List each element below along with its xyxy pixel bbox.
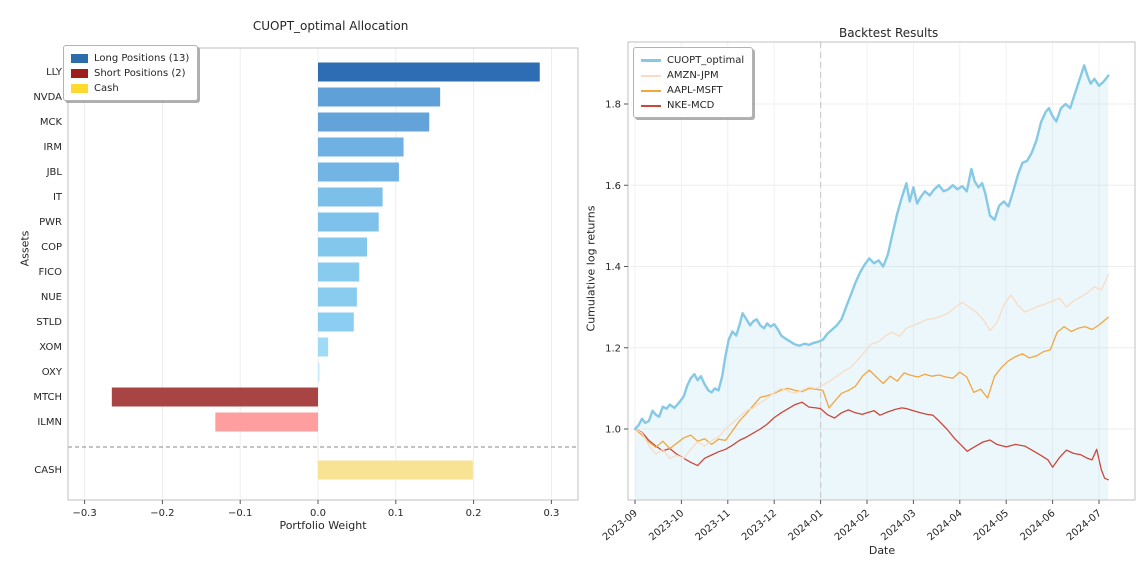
legend-swatch-icon (71, 84, 88, 93)
series-line-nke-mcd (634, 401, 1109, 481)
bar-nue (318, 287, 357, 307)
backtest-ytick-label: 1.6 (605, 181, 621, 192)
allocation-xtick-label: 0.2 (466, 508, 482, 519)
ytick-label-irm: IRM (43, 142, 62, 153)
bar-cop (318, 237, 368, 257)
ytick-label-nue: NUE (41, 292, 62, 303)
ytick-label-cop: COP (41, 242, 62, 253)
backtest-plot-bg (628, 42, 1135, 500)
backtest-xtick-label: 2023-12 (740, 508, 779, 543)
backtest-ytick-label: 1.2 (605, 343, 621, 354)
ytick-label-mtch: MTCH (33, 392, 62, 403)
allocation-xtick-label: 0.3 (543, 508, 559, 519)
legend-item-label: Short Positions (2) (94, 68, 186, 79)
backtest-xtick-label: 2024-07 (1065, 508, 1104, 543)
ytick-label-fico: FICO (38, 267, 62, 278)
legend-item-label: CUOPT_optimal (667, 55, 745, 66)
ytick-label-stld: STLD (36, 317, 62, 328)
backtest-xtick-label: 2023-11 (694, 508, 733, 543)
backtest-xtick-label: 2024-01 (786, 508, 825, 543)
series-line-amzn-jpm (634, 273, 1109, 459)
ytick-label-ilmn: ILMN (37, 417, 62, 428)
legend-item: Long Positions (13) (71, 51, 189, 66)
bar-it (318, 187, 383, 207)
backtest-xtick-label: 2023-09 (601, 508, 640, 543)
ytick-label-lly: LLY (46, 67, 63, 78)
bar-nvda (318, 87, 441, 107)
bar-irm (318, 137, 404, 157)
legend-item-label: NKE-MCD (667, 100, 715, 111)
allocation-legend: Long Positions (13) Short Positions (2) Ca… (63, 45, 199, 101)
allocation-xtick-label: −0.3 (72, 508, 96, 519)
legend-line-icon (641, 89, 661, 92)
bar-oxy (318, 362, 320, 382)
backtest-ytick-label: 1.8 (605, 100, 621, 111)
legend-item: Cash (71, 81, 189, 96)
legend-item: Short Positions (2) (71, 66, 189, 81)
bar-mtch (111, 387, 318, 407)
allocation-xtick-label: −0.2 (150, 508, 174, 519)
legend-line-icon (641, 104, 661, 107)
allocation-plot-border (67, 47, 579, 501)
bar-mck (318, 112, 430, 132)
legend-item: AMZN-JPM (641, 68, 744, 83)
backtest-plot-border (627, 41, 1136, 501)
backtest-ytick-label: 1.4 (605, 262, 621, 273)
legend-item-label: AAPL-MSFT (667, 85, 723, 96)
allocation-xtick-label: 0.1 (388, 508, 404, 519)
ytick-label-xom: XOM (39, 342, 62, 353)
legend-item-label: Cash (94, 83, 119, 94)
bar-cash (318, 460, 473, 480)
backtest-x-axis-label: Date (868, 544, 896, 557)
legend-line-icon (641, 59, 661, 62)
ytick-label-it: IT (53, 192, 63, 203)
backtest-legend: CUOPT_optimal AMZN-JPM AAPL-MSFT NKE-MCD (633, 47, 754, 118)
allocation-xtick-label: 0.0 (310, 508, 326, 519)
allocation-xtick-label: −0.1 (228, 508, 252, 519)
series-line-cuopt_optimal (633, 64, 1110, 431)
backtest-xtick-label: 2024-06 (1018, 508, 1057, 543)
bar-fico (318, 262, 360, 282)
bar-ilmn (215, 412, 318, 432)
legend-line-icon (641, 74, 661, 77)
backtest-xtick-label: 2024-05 (972, 508, 1011, 543)
legend-swatch-icon (71, 69, 88, 78)
bar-lly (318, 62, 540, 82)
backtest-xtick-label: 2024-03 (879, 508, 918, 543)
legend-item: NKE-MCD (641, 98, 744, 113)
legend-item-label: Long Positions (13) (94, 53, 190, 64)
ytick-label-oxy: OXY (42, 367, 63, 378)
bar-jbl (318, 162, 399, 182)
bar-pwr (318, 212, 379, 232)
backtest-xtick-label: 2024-02 (833, 508, 872, 543)
allocation-title-line1: CUOPT_optimal Allocation (252, 19, 409, 33)
backtest-chart-title: Backtest Results (838, 26, 939, 40)
legend-item: CUOPT_optimal (641, 53, 744, 68)
series-line-aapl-msft (634, 316, 1109, 450)
legend-swatch-icon (71, 54, 88, 63)
ytick-label-nvda: NVDA (33, 92, 62, 103)
backtest-xtick-label: 2023-10 (647, 508, 686, 543)
bar-stld (318, 312, 354, 332)
ytick-label-pwr: PWR (39, 217, 62, 228)
backtest-xtick-label: 2024-04 (926, 508, 965, 543)
allocation-x-axis-label: Portfolio Weight (279, 519, 367, 532)
bar-xom (318, 337, 329, 357)
legend-item-label: AMZN-JPM (667, 70, 719, 81)
ytick-label-jbl: JBL (46, 167, 63, 178)
ytick-label-cash: CASH (34, 465, 62, 476)
legend-item: AAPL-MSFT (641, 83, 744, 98)
backtest-ytick-label: 1.0 (605, 425, 621, 436)
ytick-label-mck: MCK (40, 117, 63, 128)
